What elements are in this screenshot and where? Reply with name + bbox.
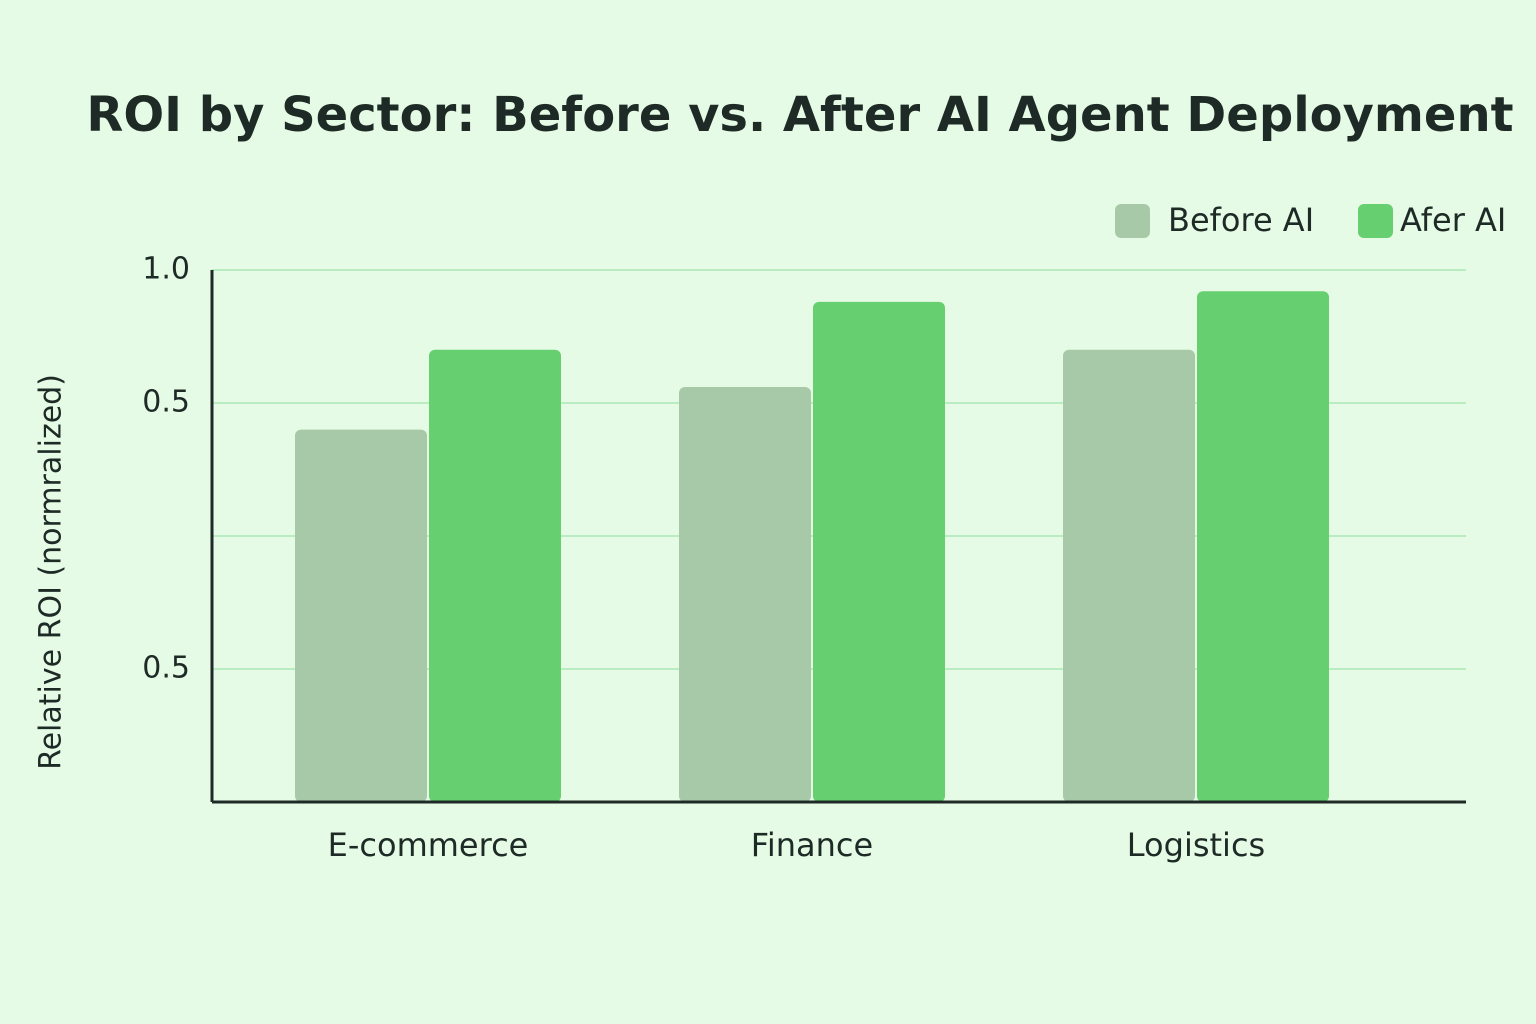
legend-swatch: [1358, 204, 1393, 238]
y-tick-label: 0.5: [142, 385, 190, 420]
bar: [295, 429, 427, 802]
bar: [1197, 291, 1329, 802]
y-tick-label: 1.0: [142, 252, 190, 287]
bar: [813, 301, 945, 802]
y-axis-label: Relative ROI (normralized): [34, 374, 69, 770]
legend-label: Before AI: [1168, 201, 1314, 239]
bar: [429, 349, 561, 802]
x-tick-label: E-commerce: [328, 826, 529, 864]
x-tick-label: Finance: [751, 826, 873, 864]
y-tick-label: 0.5: [142, 651, 190, 686]
chart-title: ROI by Sector: Before vs. After AI Agent…: [86, 87, 1513, 143]
bar: [1063, 349, 1195, 802]
legend-label: Afer AI: [1400, 201, 1506, 239]
bar: [679, 387, 811, 802]
x-tick-label: Logistics: [1127, 826, 1265, 864]
legend-swatch: [1115, 204, 1150, 238]
